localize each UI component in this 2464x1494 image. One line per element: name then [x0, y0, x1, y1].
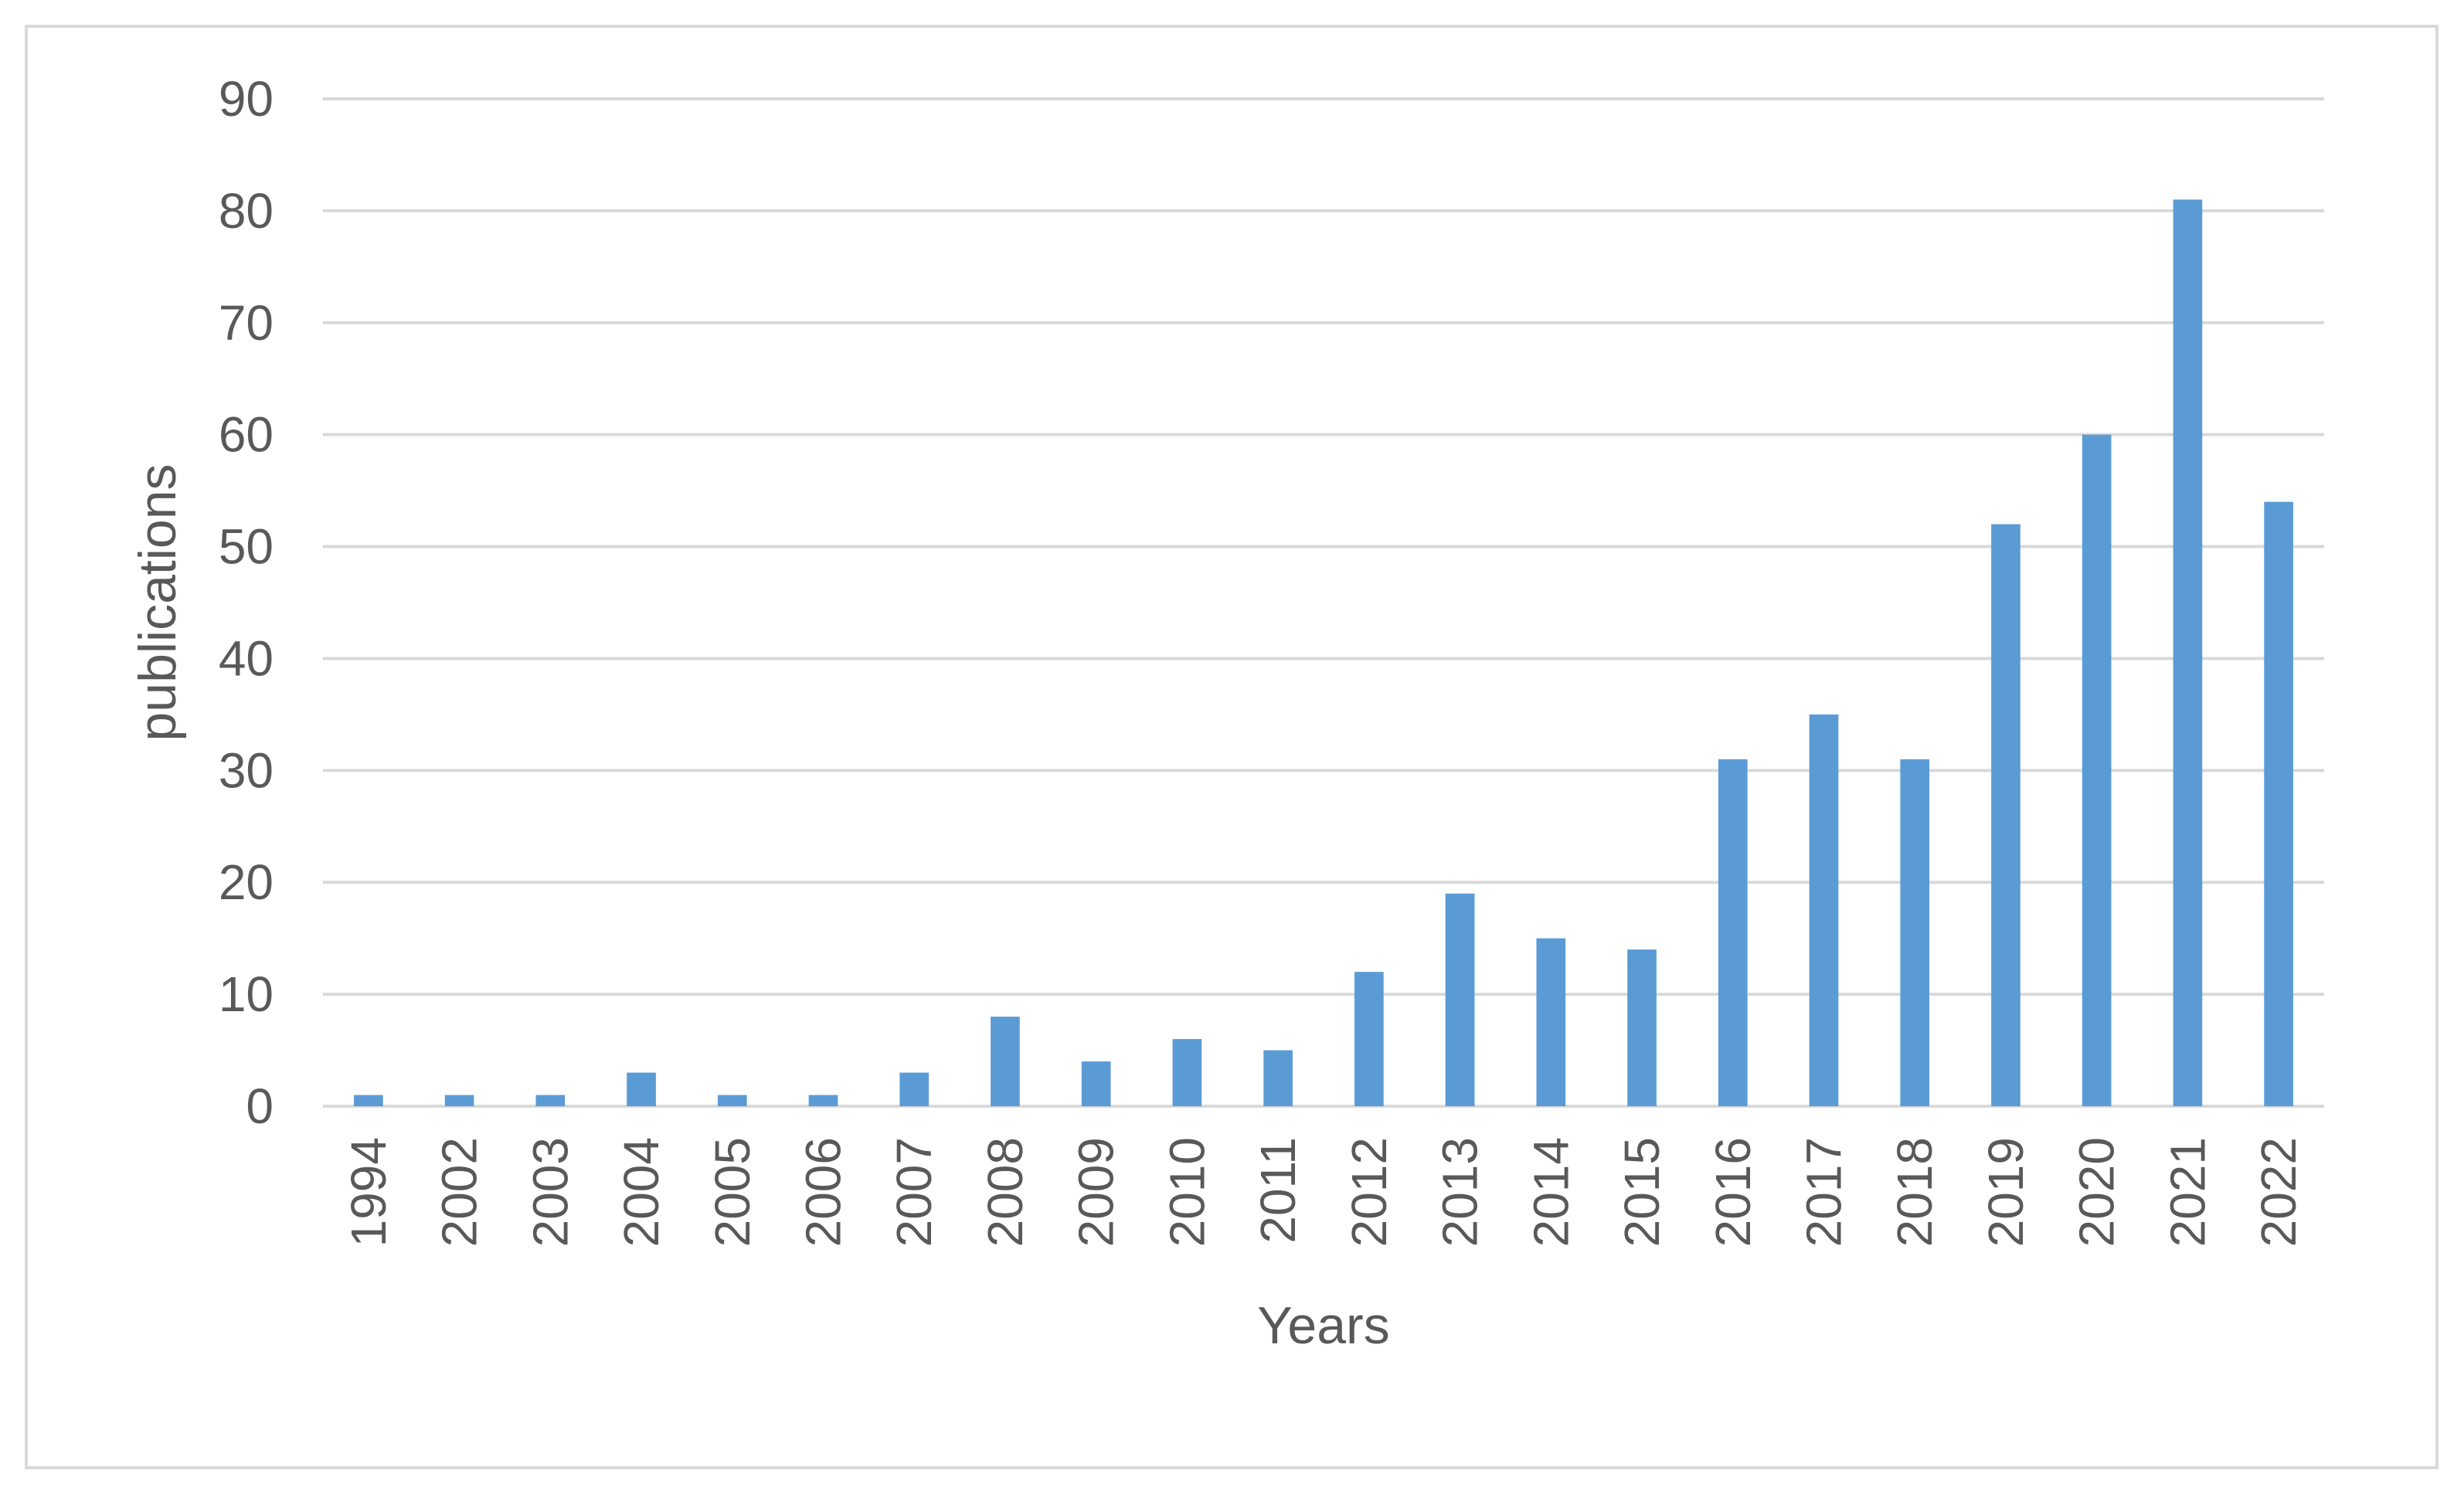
bar-2015	[1627, 949, 1657, 1106]
x-tick-label: 2004	[613, 1137, 669, 1247]
x-tick-label: 2010	[1159, 1137, 1215, 1247]
x-tick-label: 2003	[522, 1137, 578, 1247]
bar-2003	[535, 1095, 566, 1106]
x-tick-label: 2018	[1887, 1137, 1942, 1247]
x-tick-label: 2017	[1796, 1137, 1852, 1247]
bar-2021	[2173, 199, 2203, 1106]
y-tick-label: 50	[219, 519, 274, 575]
bar-2018	[1900, 759, 1930, 1106]
x-tick-label: 2013	[1433, 1137, 1488, 1247]
bar-2008	[991, 1017, 1020, 1106]
x-tick-label: 2009	[1069, 1137, 1124, 1247]
x-tick-label: 2002	[432, 1137, 488, 1247]
y-axis-title: publications	[128, 463, 187, 741]
bar-2020	[2082, 434, 2112, 1106]
bar-2017	[1809, 714, 1839, 1106]
bar-2009	[1081, 1061, 1111, 1106]
y-tick-label: 70	[219, 295, 274, 351]
y-tick-label: 20	[219, 854, 274, 910]
bar-2019	[1991, 524, 2020, 1106]
bar-1994	[354, 1095, 383, 1106]
bar-2002	[444, 1095, 474, 1106]
x-tick-label: 1994	[341, 1137, 396, 1247]
x-tick-label: 2006	[796, 1137, 851, 1247]
y-tick-label: 10	[219, 966, 274, 1022]
bar-chart: 0 10 20 30 40 50 60 70 80 90 1994 2002 2003 2004 2005…	[128, 71, 2324, 1355]
bar-2013	[1445, 893, 1475, 1106]
bar-2005	[717, 1095, 747, 1106]
x-tick-label: 2019	[1978, 1137, 2034, 1247]
gridlines	[323, 97, 2324, 1108]
x-tick-labels: 1994 2002 2003 2004 2005 2006 2007 2008 2009 2010…	[341, 1137, 2306, 1247]
y-tick-label: 30	[219, 742, 274, 798]
bars	[354, 199, 2293, 1106]
bar-2010	[1172, 1039, 1202, 1106]
x-tick-label: 2020	[2069, 1137, 2125, 1247]
bar-2022	[2264, 501, 2293, 1106]
x-tick-label: 2015	[1614, 1137, 1670, 1247]
y-tick-label: 40	[219, 630, 274, 686]
bar-2004	[627, 1072, 656, 1106]
x-tick-label: 2016	[1705, 1137, 1761, 1247]
x-tick-label: 2012	[1341, 1137, 1397, 1247]
x-tick-label: 2022	[2251, 1137, 2306, 1247]
x-tick-label: 2005	[705, 1137, 760, 1247]
bar-2007	[899, 1072, 930, 1106]
y-tick-label: 60	[219, 407, 274, 463]
bar-2012	[1354, 972, 1384, 1106]
y-tick-label: 80	[219, 183, 274, 239]
y-tick-label: 0	[246, 1078, 274, 1134]
y-tick-label: 90	[219, 71, 274, 127]
x-tick-label: 2021	[2160, 1137, 2215, 1247]
x-tick-label: 2008	[977, 1137, 1033, 1247]
x-tick-label: 2007	[886, 1137, 942, 1247]
bar-2011	[1263, 1050, 1293, 1106]
bar-2016	[1718, 759, 1748, 1106]
y-tick-labels: 0 10 20 30 40 50 60 70 80 90	[219, 71, 274, 1134]
x-tick-label: 2014	[1523, 1137, 1579, 1247]
chart-frame: 0 10 20 30 40 50 60 70 80 90 1994 2002 2003 2004 2005…	[25, 25, 2439, 1469]
x-axis-title: Years	[1257, 1296, 1389, 1355]
bar-2014	[1536, 938, 1566, 1106]
bar-2006	[808, 1095, 838, 1106]
x-tick-label: 2011	[1250, 1137, 1306, 1244]
